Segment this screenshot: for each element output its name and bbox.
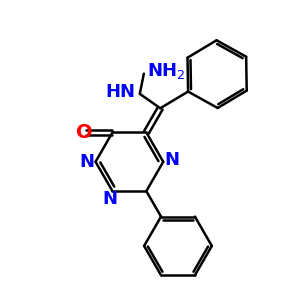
Text: HN: HN [105,83,135,101]
Text: O: O [76,123,93,142]
Text: N: N [164,151,179,169]
Text: N: N [102,190,117,208]
Text: NH$_2$: NH$_2$ [147,61,185,81]
Text: N: N [80,153,95,171]
